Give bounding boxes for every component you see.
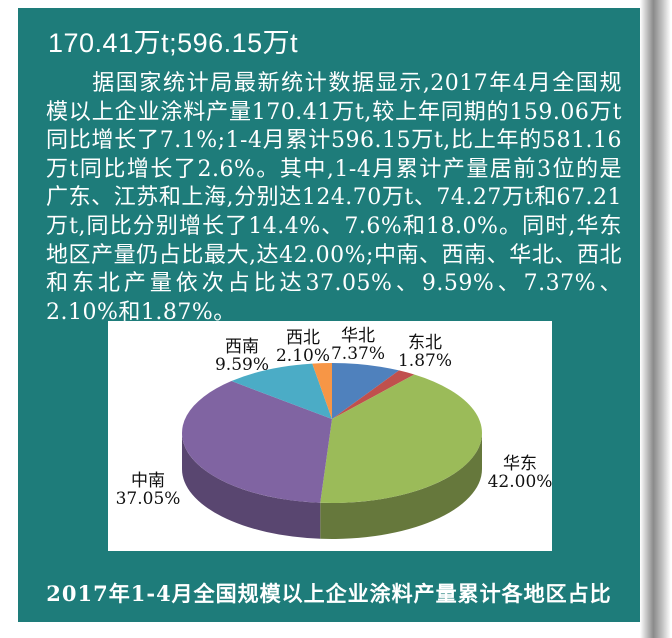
pie-label-0: 华北 7.37% xyxy=(331,327,385,363)
pie-side-2 xyxy=(320,433,482,539)
pie-label-name: 东北 xyxy=(407,333,442,353)
pie-chart-panel: 华北 7.37% 东北 1.87% 华东 42.00% 中南 37.05% 西南 9.59% 西北 2… xyxy=(108,321,552,551)
pie-slice-5 xyxy=(312,363,332,419)
pie-label-percent: 42.00% xyxy=(487,472,553,492)
page-title: 170.41万t;596.15万t xyxy=(48,28,299,58)
pie-label-1: 东北 1.87% xyxy=(398,334,452,370)
pie-label-percent: 1.87% xyxy=(397,351,453,371)
pie-label-3: 中南 37.05% xyxy=(116,472,181,508)
article-paragraph: 据国家统计局最新统计数据显示,2017年4月全国规模以上企业涂料产量170.41… xyxy=(46,71,622,325)
pie-label-4: 西南 9.59% xyxy=(215,338,269,374)
pie-label-name: 西北 xyxy=(285,328,320,348)
pie-label-name: 中南 xyxy=(130,471,165,491)
pie-label-percent: 37.05% xyxy=(115,489,181,509)
pie-label-percent: 9.59% xyxy=(214,355,270,375)
pie-slice-3 xyxy=(181,381,332,503)
pie-slice-4 xyxy=(231,363,332,419)
pie-label-name: 华东 xyxy=(502,454,537,474)
pie-label-percent: 2.10% xyxy=(275,346,331,366)
pie-label-2: 华东 42.00% xyxy=(488,455,553,491)
pie-label-name: 华北 xyxy=(340,326,375,346)
pie-side-3 xyxy=(182,433,321,539)
pie-chart xyxy=(181,363,483,539)
pie-label-5: 西北 2.10% xyxy=(276,329,330,365)
pie-slice-2 xyxy=(320,374,483,504)
pie-label-name: 西南 xyxy=(224,337,259,357)
pie-slice-0 xyxy=(332,363,400,419)
page-edge-shadow xyxy=(640,0,672,638)
magazine-page: 170.41万t;596.15万t 据国家统计局最新统计数据显示,2017年4月… xyxy=(18,8,640,622)
pie-label-percent: 7.37% xyxy=(330,344,386,364)
figure-caption: 2017年1-4月全国规模以上企业涂料产量累计各地区占比 xyxy=(46,581,612,606)
pie-slice-1 xyxy=(332,370,415,419)
